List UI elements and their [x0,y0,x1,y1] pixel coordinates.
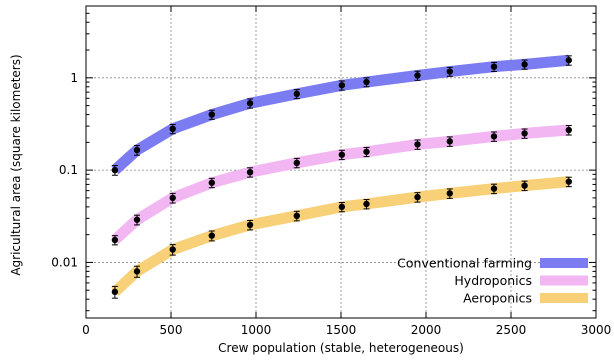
data-point [490,185,498,192]
data-point [111,166,119,174]
legend-swatch [540,293,588,303]
data-point [565,126,572,134]
y-tick-label: 1 [70,71,78,85]
data-point [363,148,370,155]
data-point [446,68,453,75]
y-tick-label: 0.01 [51,255,78,269]
data-point [521,130,528,137]
data-point [338,203,346,211]
legend-label: Hydroponics [454,273,532,288]
data-point [363,78,370,86]
data-point [133,268,141,275]
legend-swatch [540,258,588,268]
data-point [446,138,453,145]
data-point [363,200,370,208]
data-point [169,125,176,133]
data-point [133,216,141,223]
data-point [133,146,141,154]
data-point [490,63,498,70]
data-point [565,178,572,185]
legend: Conventional farming Hydroponics Aeroponic… [397,256,588,306]
data-point [246,168,254,176]
legend-label: Aeroponics [463,291,532,306]
data-point [293,159,300,167]
points-layer [111,55,572,299]
data-point [246,100,254,107]
data-point [293,212,300,220]
data-point [414,193,421,201]
data-point [111,288,119,296]
axis-layer: 0 500 1000 1500 2000 2500 3000 0.01 0.1 1 [51,5,612,337]
data-point [490,133,498,140]
data-point [246,221,254,229]
data-point [169,194,176,202]
x-tick-label: 2500 [496,323,527,337]
data-point [446,190,453,197]
data-point [414,141,421,148]
data-point [338,151,346,158]
data-point [208,232,215,239]
data-point [111,236,119,244]
data-point [293,90,300,98]
x-tick-label: 2000 [411,323,442,337]
x-tick-label: 0 [82,323,90,337]
data-point [208,179,215,186]
y-tick-label: 0.1 [59,163,78,177]
x-tick-label: 1000 [241,323,272,337]
x-axis-label: Crew population (stable, heterogeneous) [218,341,464,355]
x-tick-label: 1500 [326,323,357,337]
data-point [208,111,215,118]
grid-layer [86,6,596,318]
data-point [565,57,572,64]
data-point [169,246,176,253]
data-point [414,72,421,79]
x-tick-label: 500 [160,323,183,337]
y-axis-label: Agricultural area (square kilometers) [9,54,23,275]
legend-label: Conventional farming [397,256,532,271]
x-tick-label: 3000 [581,323,612,337]
data-point [338,82,346,89]
legend-swatch [540,275,588,286]
data-point [521,182,528,189]
data-point [521,61,528,68]
